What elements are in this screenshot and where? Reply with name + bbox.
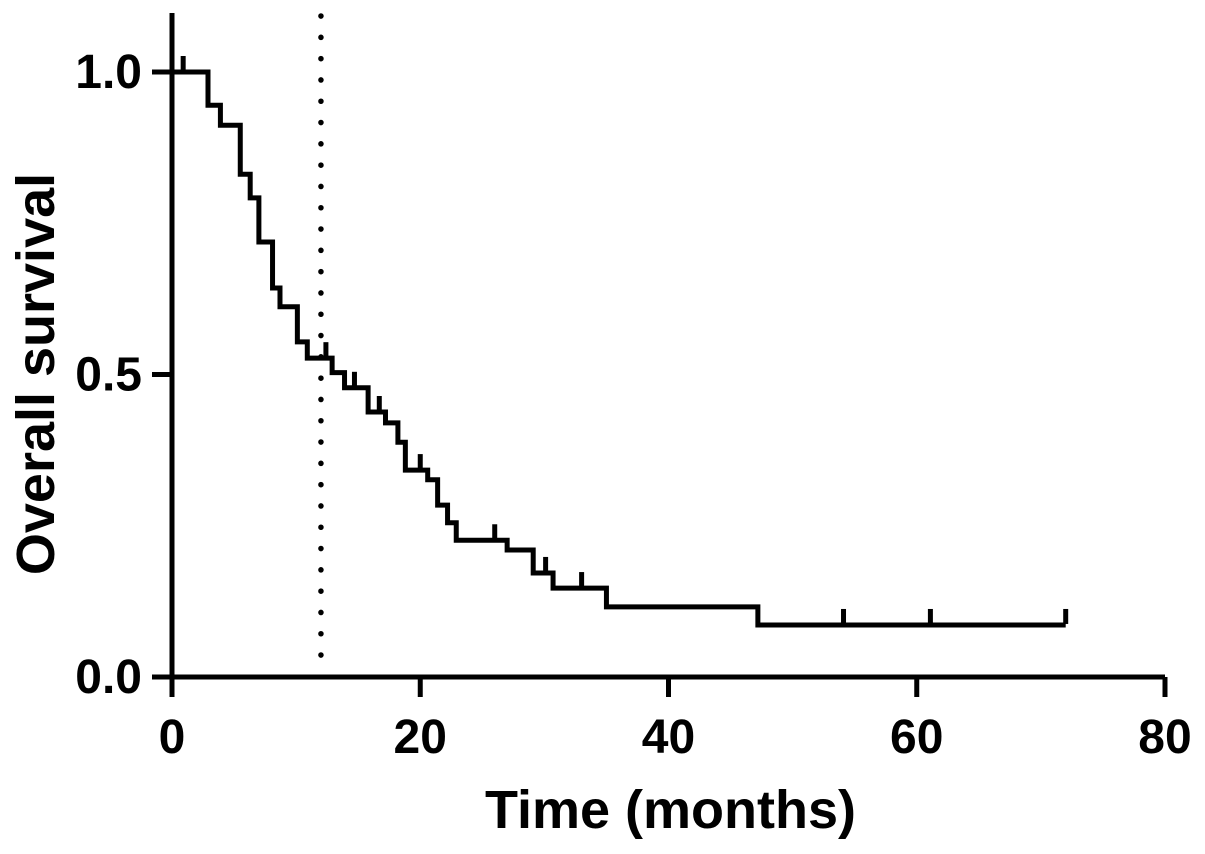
x-tick-label-0: 0 [159, 711, 186, 764]
x-tick-label-40: 40 [642, 711, 695, 764]
survival-curve [172, 69, 1066, 628]
survival-curve-group [172, 69, 1066, 628]
y-axis-title: Overall survival [6, 173, 66, 575]
x-tick-label-60: 60 [890, 711, 943, 764]
y-tick-label-0.0: 0.0 [75, 651, 142, 704]
y-tick-label-0.5: 0.5 [75, 349, 142, 402]
x-axis-title: Time (months) [485, 780, 856, 840]
x-tick-label-80: 80 [1138, 711, 1191, 764]
censor-marks [180, 56, 1069, 624]
x-axis-ticks: 0 20 40 60 80 [159, 677, 1192, 764]
y-tick-label-1.0: 1.0 [75, 46, 142, 99]
axes [169, 13, 1165, 680]
y-axis-ticks: 0.0 0.5 1.0 [75, 46, 172, 704]
x-tick-label-20: 20 [394, 711, 447, 764]
